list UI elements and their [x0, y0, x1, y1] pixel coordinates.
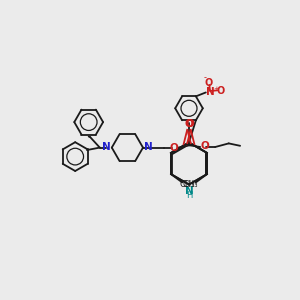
Text: -: -: [203, 73, 206, 82]
Text: N: N: [102, 142, 111, 152]
Text: O: O: [185, 119, 194, 129]
Text: +: +: [213, 85, 219, 91]
Text: O: O: [217, 86, 225, 96]
Text: CH₃: CH₃: [180, 180, 195, 189]
Text: CH₃: CH₃: [183, 180, 198, 189]
Text: H: H: [186, 191, 192, 200]
Text: N: N: [144, 142, 153, 152]
Text: N: N: [184, 186, 194, 196]
Text: N: N: [206, 86, 214, 97]
Text: O: O: [200, 141, 209, 152]
Text: O: O: [184, 119, 193, 129]
Text: O: O: [170, 142, 178, 153]
Text: O: O: [204, 77, 213, 88]
